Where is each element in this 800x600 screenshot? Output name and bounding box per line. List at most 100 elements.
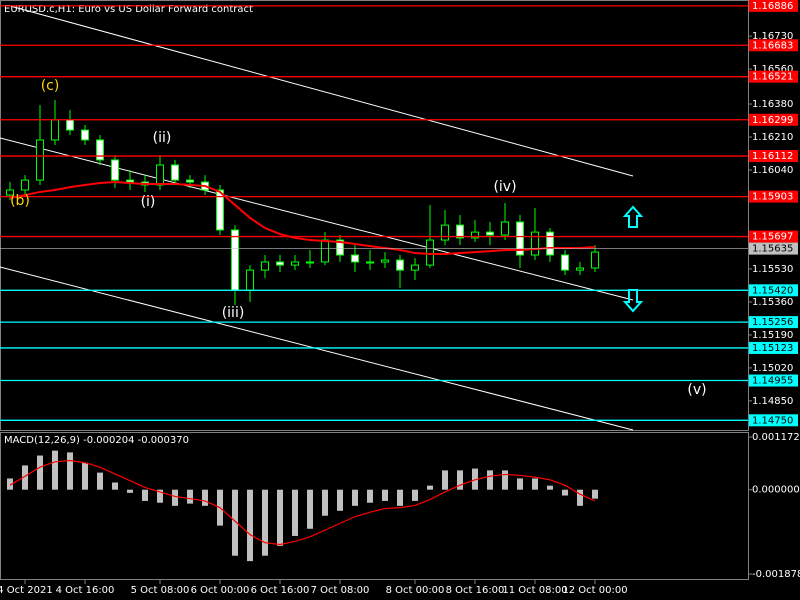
level-label-box [749,113,798,126]
y-tick-label: 1.15530 [752,264,793,275]
candle-body [306,261,314,264]
candle-body [561,254,569,271]
macd-bar [487,470,493,490]
level-label: 1.16521 [752,72,793,83]
level-label-box [749,190,798,203]
macd-bar [97,472,103,490]
y-tick-label: 0.001172 [752,432,800,443]
candle-body [471,231,479,239]
level-label-box [749,70,798,83]
macd-bar [142,489,148,501]
level-label-box [749,39,798,52]
y-tick-label: 1.15020 [752,363,793,374]
candle-body [36,139,44,181]
chart-title: EURUSD.c,H1: Euro vs US Dollar Forward c… [4,4,253,15]
y-tick-label: 1.16210 [752,132,793,143]
level-label-box [749,284,798,297]
level-label: 1.16683 [752,40,793,51]
x-tick-label: 6 Oct 00:00 [191,585,250,596]
level-label: 1.16112 [752,151,793,162]
channel-line [0,137,634,301]
candle-body [51,119,59,141]
up-arrow [622,205,644,228]
moving-average [9,181,596,256]
candle-body [441,224,449,241]
y-tick-label: 1.15190 [752,330,793,341]
level-label: 1.15123 [752,343,793,354]
candle-body [171,164,179,181]
macd-bar [157,489,163,503]
price-frame [0,0,749,431]
macd-bar [277,489,283,546]
candle-body [546,231,554,256]
macd-bar [562,489,568,496]
y-tick-label: 1.14850 [752,396,793,407]
candle-body [231,229,239,291]
x-tick-label: 5 Oct 08:00 [131,585,190,596]
macd-bar [352,489,358,506]
level-label: 1.15420 [752,285,793,296]
macd-bar [322,489,328,516]
macd-bar [172,489,178,506]
macd-bar [547,485,553,490]
y-tick-label: -0.001878 [752,569,800,580]
x-tick-label: 12 Oct 00:00 [562,585,627,596]
macd-bar [532,478,538,490]
candle-body [276,261,284,266]
y-tick-label: 0.000000 [752,485,800,496]
candle-body [591,251,599,269]
level-label-box [749,414,798,427]
candle-body [456,224,464,239]
macd-bar [7,478,13,490]
macd-bar [472,468,478,490]
candle-body [501,221,509,236]
x-tick-label: 4 Oct 16:00 [56,585,115,596]
candle-body [261,261,269,271]
macd-bar [397,489,403,506]
candle-body [351,254,359,263]
wave-label: (i) [141,194,156,210]
x-tick-label: 8 Oct 16:00 [446,585,505,596]
x-tick-label: 8 Oct 00:00 [386,585,445,596]
macd-bar [337,489,343,511]
macd-bar [577,489,583,506]
level-label-box [749,242,798,255]
macd-bar [232,489,238,556]
wave-label: (iv) [493,179,516,195]
level-label: 1.16299 [752,115,793,126]
candle-body [576,267,584,271]
y-tick-label: 1.16730 [752,31,793,42]
macd-title: MACD(12,26,9) -0.000204 -0.000370 [4,435,189,446]
wave-label: (b) [10,193,30,209]
macd-bar [187,489,193,504]
macd-bar [52,450,58,490]
candle-body [486,231,494,236]
macd-bar [502,470,508,490]
candle-body [126,179,134,183]
wave-label: (c) [41,78,60,94]
macd-bar [307,489,313,529]
level-label: 1.16886 [752,1,793,12]
level-label: 1.14750 [752,415,793,426]
level-label: 1.15903 [752,192,793,203]
macd-bar [127,489,133,493]
macd-bar [292,489,298,536]
macd-bar [262,489,268,556]
candle-body [6,189,14,196]
x-tick-label: 6 Oct 16:00 [251,585,310,596]
macd-bar [367,489,373,503]
macd-bar [67,452,73,490]
macd-bar [592,489,598,499]
candle-body [531,231,539,256]
level-label: 1.15697 [752,232,793,243]
level-label: 1.15635 [752,244,793,255]
y-tick-label: 1.16560 [752,64,793,75]
candle-body [186,179,194,183]
candle-body [366,261,374,264]
macd-bar [112,482,118,490]
macd-bar [247,489,253,562]
level-label: 1.15256 [752,317,793,328]
y-tick-label: 1.15360 [752,297,793,308]
